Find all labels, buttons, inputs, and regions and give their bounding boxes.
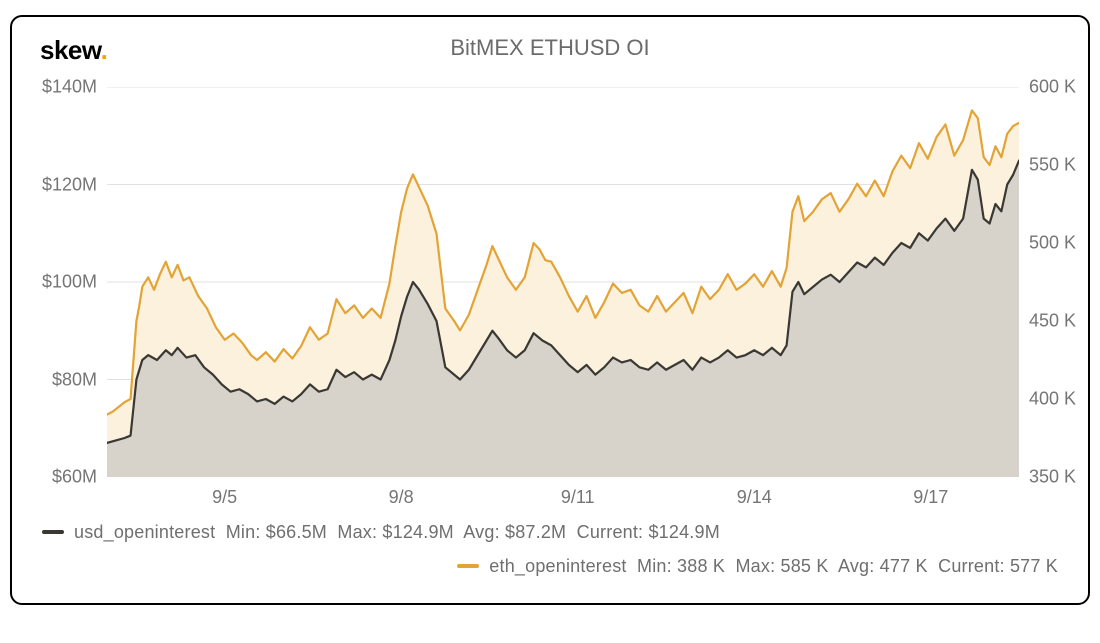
y-right-tick-label: 450 K [1019,311,1076,332]
chart-svg [107,87,1019,477]
legend-current-label-2: Current: [938,556,1005,576]
legend-max-label-2: Max: [735,556,775,576]
chart-plot-area: $60M$80M$100M$120M$140M350 K400 K450 K50… [107,87,1019,477]
legend-min-label: Min: [226,522,261,542]
legend-row-eth: eth_openinterest Min: 388 K Max: 585 K A… [42,549,1058,583]
legend-eth-name: eth_openinterest [489,556,626,576]
legend-eth-avg: 477 K [880,556,928,576]
x-tick-label: 9/11 [561,477,595,508]
legend-avg-label: Avg: [463,522,500,542]
legend-row-usd: usd_openinterest Min: $66.5M Max: $124.9… [42,515,1058,549]
legend: usd_openinterest Min: $66.5M Max: $124.9… [42,515,1058,583]
legend-avg-label-2: Avg: [838,556,875,576]
y-left-tick-label: $80M [52,369,107,390]
y-left-tick-label: $120M [42,174,107,195]
legend-usd-max: $124.9M [382,522,453,542]
legend-current-label: Current: [577,522,644,542]
legend-eth-max: 585 K [781,556,829,576]
legend-usd-stats: usd_openinterest Min: $66.5M Max: $124.9… [74,515,720,549]
legend-swatch-usd [42,530,64,534]
x-tick-label: 9/5 [212,477,237,508]
y-right-tick-label: 600 K [1019,77,1076,98]
legend-swatch-eth [457,564,479,568]
legend-usd-name: usd_openinterest [74,522,215,542]
legend-eth-current: 577 K [1010,556,1058,576]
y-right-tick-label: 350 K [1019,467,1076,488]
legend-min-label-2: Min: [637,556,672,576]
legend-usd-min: $66.5M [266,522,327,542]
y-right-tick-label: 550 K [1019,155,1076,176]
y-left-tick-label: $60M [52,467,107,488]
legend-max-label: Max: [337,522,377,542]
y-right-tick-label: 500 K [1019,233,1076,254]
legend-eth-min: 388 K [677,556,725,576]
legend-eth-stats: eth_openinterest Min: 388 K Max: 585 K A… [489,549,1058,583]
y-left-tick-label: $100M [42,272,107,293]
chart-card: skew. BitMEX ETHUSD OI $60M$80M$100M$120… [10,15,1090,605]
y-right-tick-label: 400 K [1019,389,1076,410]
x-tick-label: 9/8 [389,477,414,508]
legend-usd-current: $124.9M [648,522,719,542]
chart-title: BitMEX ETHUSD OI [12,35,1088,61]
x-tick-label: 9/17 [913,477,948,508]
legend-usd-avg: $87.2M [505,522,566,542]
y-left-tick-label: $140M [42,77,107,98]
x-tick-label: 9/14 [737,477,772,508]
